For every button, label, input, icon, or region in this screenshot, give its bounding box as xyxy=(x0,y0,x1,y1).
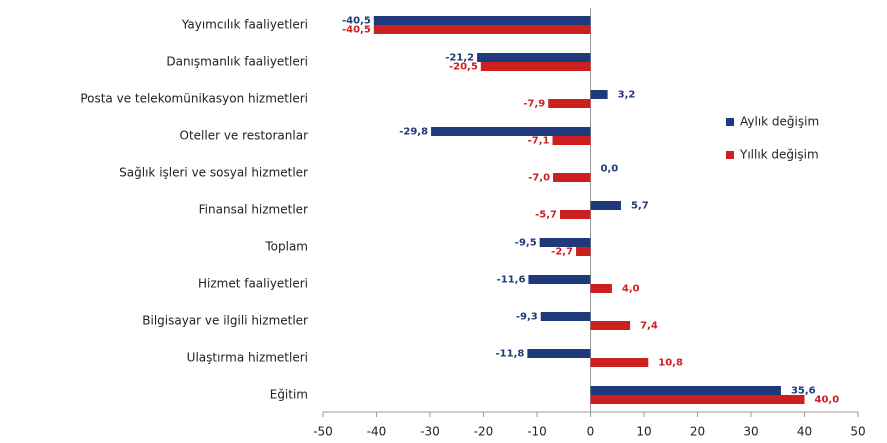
legend-label: Aylık değişim xyxy=(740,115,819,129)
bar xyxy=(548,99,591,108)
x-tick-label: 50 xyxy=(850,425,865,439)
x-tick-label: -20 xyxy=(474,425,494,439)
value-label: -7,0 xyxy=(528,173,550,184)
value-label: -5,7 xyxy=(535,210,557,221)
category-label: Danışmanlık faaliyetleri xyxy=(166,55,308,69)
bar xyxy=(528,275,591,284)
category-label: Toplam xyxy=(264,240,308,254)
legend-swatch xyxy=(726,118,734,126)
bar xyxy=(590,321,631,330)
bar xyxy=(552,136,591,145)
value-label: -40,5 xyxy=(342,16,371,27)
value-label: 10,8 xyxy=(658,358,683,369)
value-label: -9,5 xyxy=(515,238,537,249)
value-label: 5,7 xyxy=(631,201,649,212)
category-label: Ulaştırma hizmetleri xyxy=(187,351,308,365)
bar xyxy=(590,284,612,293)
value-label: -11,6 xyxy=(497,275,526,286)
x-tick-label: -30 xyxy=(420,425,440,439)
x-tick-label: 10 xyxy=(636,425,651,439)
value-label: 3,2 xyxy=(618,90,636,101)
bar xyxy=(576,247,591,256)
x-tick-label: -40 xyxy=(367,425,387,439)
category-label: Bilgisayar ve ilgili hizmetler xyxy=(142,314,308,328)
bar xyxy=(527,349,591,358)
value-label: -29,8 xyxy=(399,127,428,138)
value-label: 40,0 xyxy=(815,395,840,406)
bar xyxy=(553,173,591,182)
x-tick-label: 30 xyxy=(743,425,758,439)
bar xyxy=(540,312,591,321)
category-label: Yayımcılık faaliyetleri xyxy=(181,18,308,32)
value-label: -9,3 xyxy=(516,312,538,323)
bar xyxy=(590,358,649,367)
value-label: -11,8 xyxy=(496,349,525,360)
bar xyxy=(477,53,591,62)
category-label: Finansal hizmetler xyxy=(199,203,308,217)
legend-swatch xyxy=(726,151,734,159)
x-tick-label: 40 xyxy=(797,425,812,439)
bar xyxy=(373,25,591,34)
category-label: Eğitim xyxy=(270,388,308,402)
value-label: -7,9 xyxy=(523,99,545,110)
bar xyxy=(590,395,805,404)
value-label: 35,6 xyxy=(791,386,816,397)
x-tick-label: -10 xyxy=(527,425,547,439)
value-label: -7,1 xyxy=(528,136,550,147)
category-label: Posta ve telekomünikasyon hizmetleri xyxy=(80,92,308,106)
legend-label: Yıllık değişim xyxy=(739,148,819,162)
value-label: -40,5 xyxy=(342,25,371,36)
category-label: Hizmet faaliyetleri xyxy=(198,277,308,291)
x-tick-label: 0 xyxy=(587,425,595,439)
value-label: 7,4 xyxy=(640,321,658,332)
bar xyxy=(590,201,621,210)
value-label: -2,7 xyxy=(551,247,573,258)
bar xyxy=(560,210,591,219)
value-label: 4,0 xyxy=(622,284,640,295)
bar xyxy=(539,238,591,247)
value-label: -20,5 xyxy=(449,62,478,73)
value-label: -21,2 xyxy=(445,53,474,64)
x-tick-label: -50 xyxy=(313,425,333,439)
bar xyxy=(590,90,608,99)
value-label: 0,0 xyxy=(601,164,619,175)
x-tick-label: 20 xyxy=(690,425,705,439)
category-label: Sağlık işleri ve sosyal hizmetler xyxy=(119,166,308,180)
bar xyxy=(480,62,591,71)
bar xyxy=(590,386,781,395)
bar xyxy=(431,127,591,136)
category-label: Oteller ve restoranlar xyxy=(180,129,309,143)
bar xyxy=(373,16,591,25)
